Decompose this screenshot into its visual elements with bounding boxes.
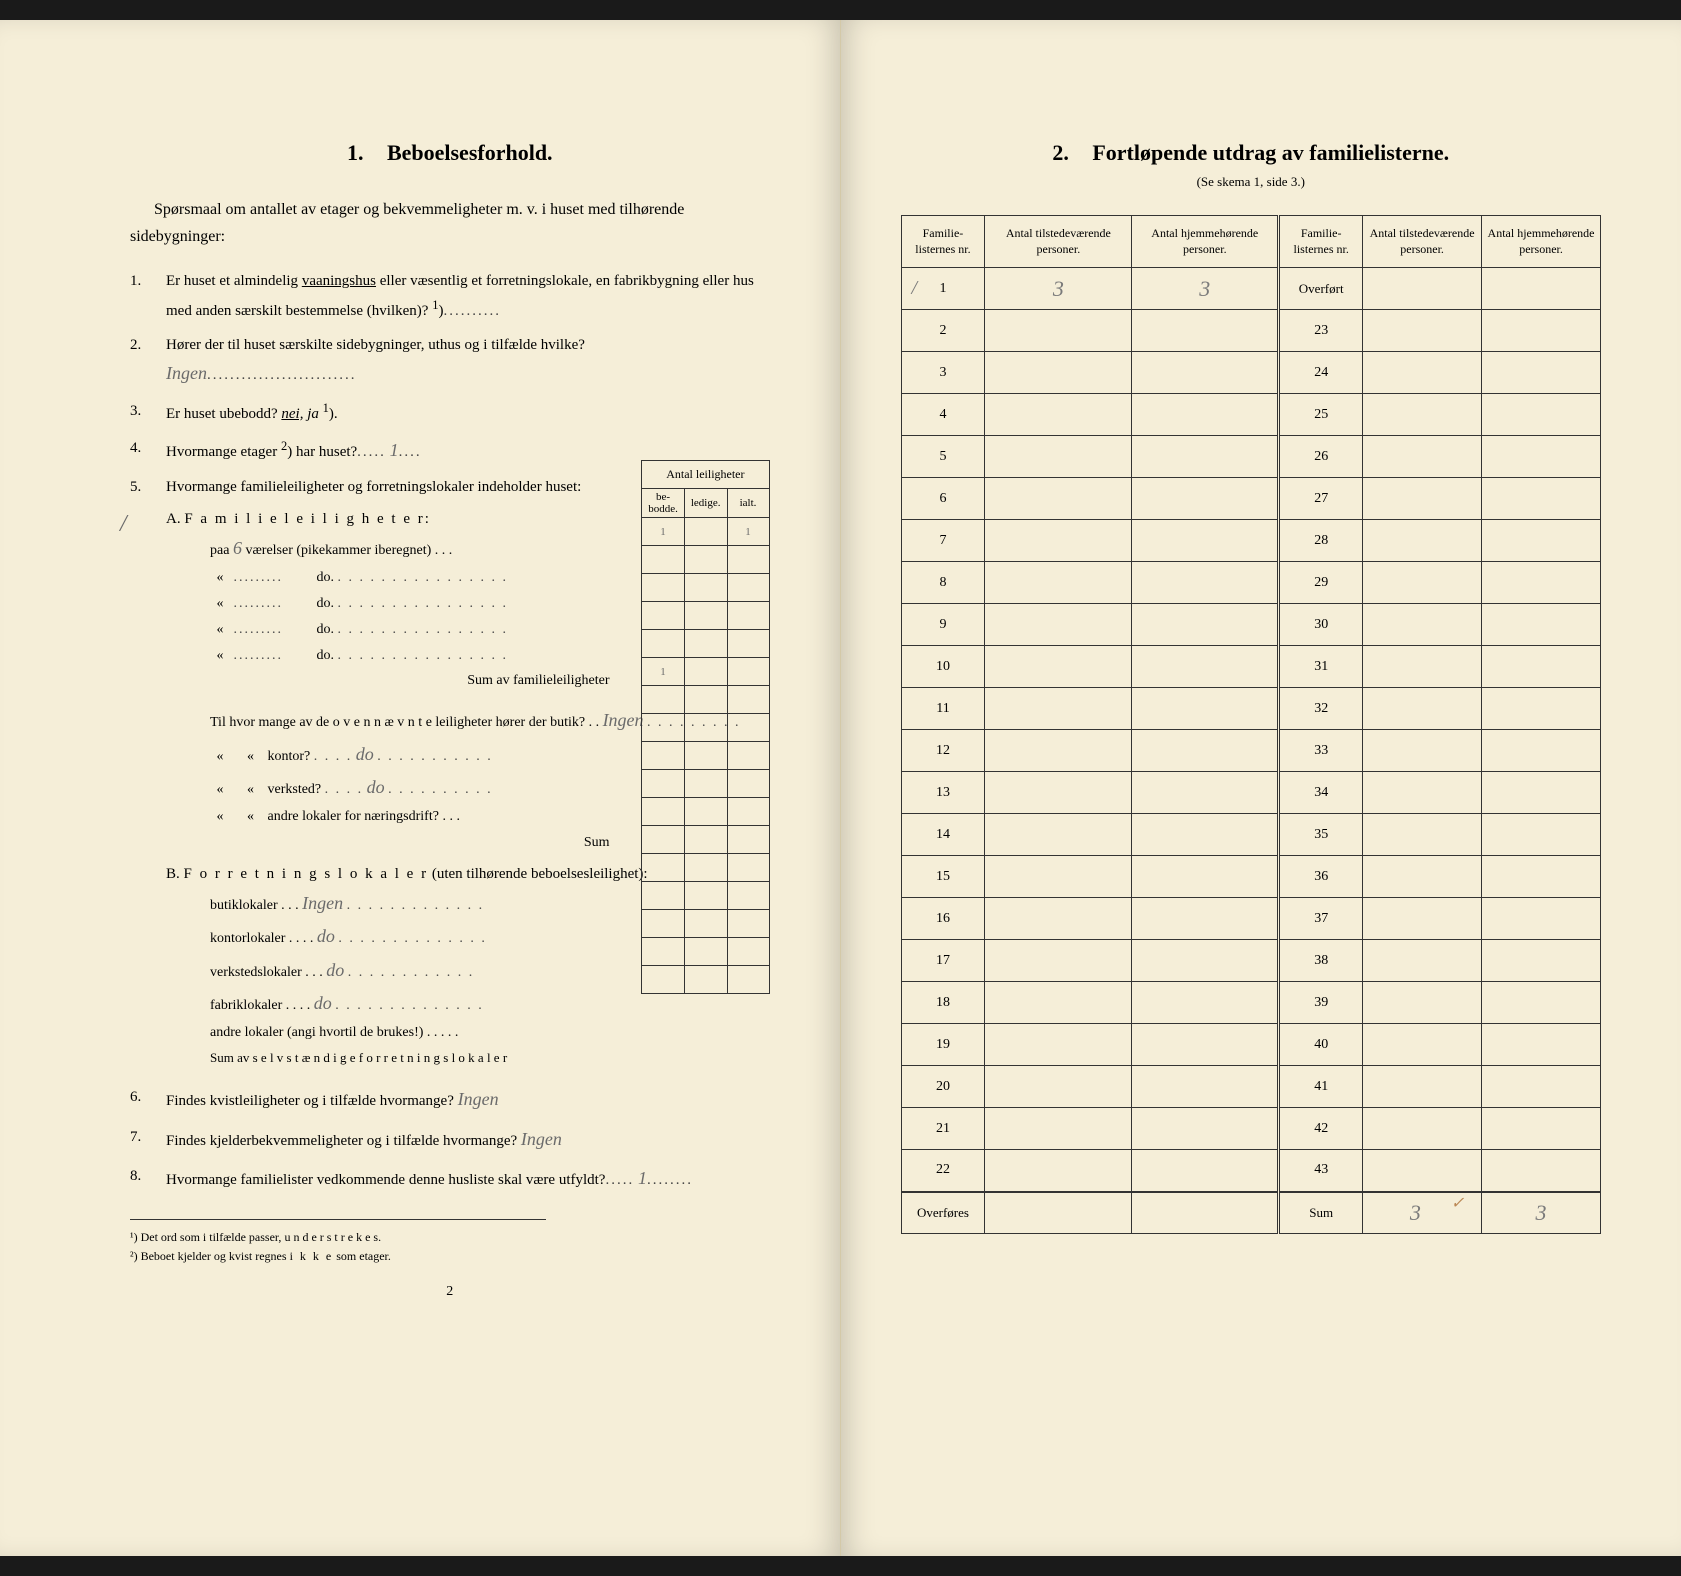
table-row: 1031 (901, 646, 1601, 688)
table-row: 324 (901, 352, 1601, 394)
table-row: 2041 (901, 1066, 1601, 1108)
footnotes: ¹) Det ord som i tilfælde passer, u n d … (130, 1219, 546, 1266)
familieliste-table: Familie-listernes nr. Antal tilstedevære… (901, 215, 1602, 1234)
q1: 1. Er huset et almindelig vaaningshus el… (130, 268, 770, 324)
table-row: 223 (901, 310, 1601, 352)
left-section-title: 1. Beboelsesforhold. (130, 140, 770, 166)
table-row: 1334 (901, 772, 1601, 814)
question-list-2: 6. Findes kvistleiligheter og i tilfælde… (130, 1084, 770, 1195)
table-row: 1839 (901, 982, 1601, 1024)
page-number-left: 2 (130, 1284, 770, 1300)
table-row: 1132 (901, 688, 1601, 730)
overfores-row: OverføresSum3✓3 (901, 1192, 1601, 1234)
table-row: 1435 (901, 814, 1601, 856)
q2: 2. Hører der til huset særskilte sidebyg… (130, 332, 770, 390)
section-title-text-2: Fortløpende utdrag av familielisterne. (1092, 140, 1449, 165)
q7: 7. Findes kjelderbekvemmeligheter og i t… (130, 1124, 770, 1156)
table-row: 728 (901, 520, 1601, 562)
q4-answer: 1 (390, 440, 399, 460)
table-row: 526 (901, 436, 1601, 478)
table-row: 627 (901, 478, 1601, 520)
table-row: 1637 (901, 898, 1601, 940)
table-row: 425 (901, 394, 1601, 436)
q2-answer: Ingen (166, 363, 207, 383)
left-page: 1. Beboelsesforhold. Spørsmaal om antall… (0, 20, 841, 1556)
book-spread: 1. Beboelsesforhold. Spørsmaal om antall… (0, 20, 1681, 1556)
table-row: 2142 (901, 1108, 1601, 1150)
table-row: 1536 (901, 856, 1601, 898)
q6: 6. Findes kvistleiligheter og i tilfælde… (130, 1084, 770, 1116)
section-number-1: 1. (347, 140, 364, 165)
table-row: 930 (901, 604, 1601, 646)
table-row: 1940 (901, 1024, 1601, 1066)
q3: 3. Er huset ubebodd? nei, ja 1). (130, 398, 770, 427)
section-title-text-1: Beboelsesforhold. (387, 140, 553, 165)
right-subtitle: (Se skema 1, side 3.) (901, 174, 1602, 190)
table-row: 2243 (901, 1150, 1601, 1192)
table-row: 829 (901, 562, 1601, 604)
table-row: /133Overført (901, 268, 1601, 310)
right-page: 2. Fortløpende utdrag av familielisterne… (841, 20, 1681, 1556)
leiligheter-table: Antal leiligheter be-bodde. ledige. ialt… (641, 460, 769, 994)
intro-text: Spørsmaal om antallet av etager og bekve… (130, 196, 770, 250)
right-section-title: 2. Fortløpende utdrag av familielisterne… (901, 140, 1602, 166)
table-row: 1233 (901, 730, 1601, 772)
q8: 8. Hvormange familielister vedkommende d… (130, 1163, 770, 1195)
table-row: 1738 (901, 940, 1601, 982)
section-number-2: 2. (1052, 140, 1069, 165)
